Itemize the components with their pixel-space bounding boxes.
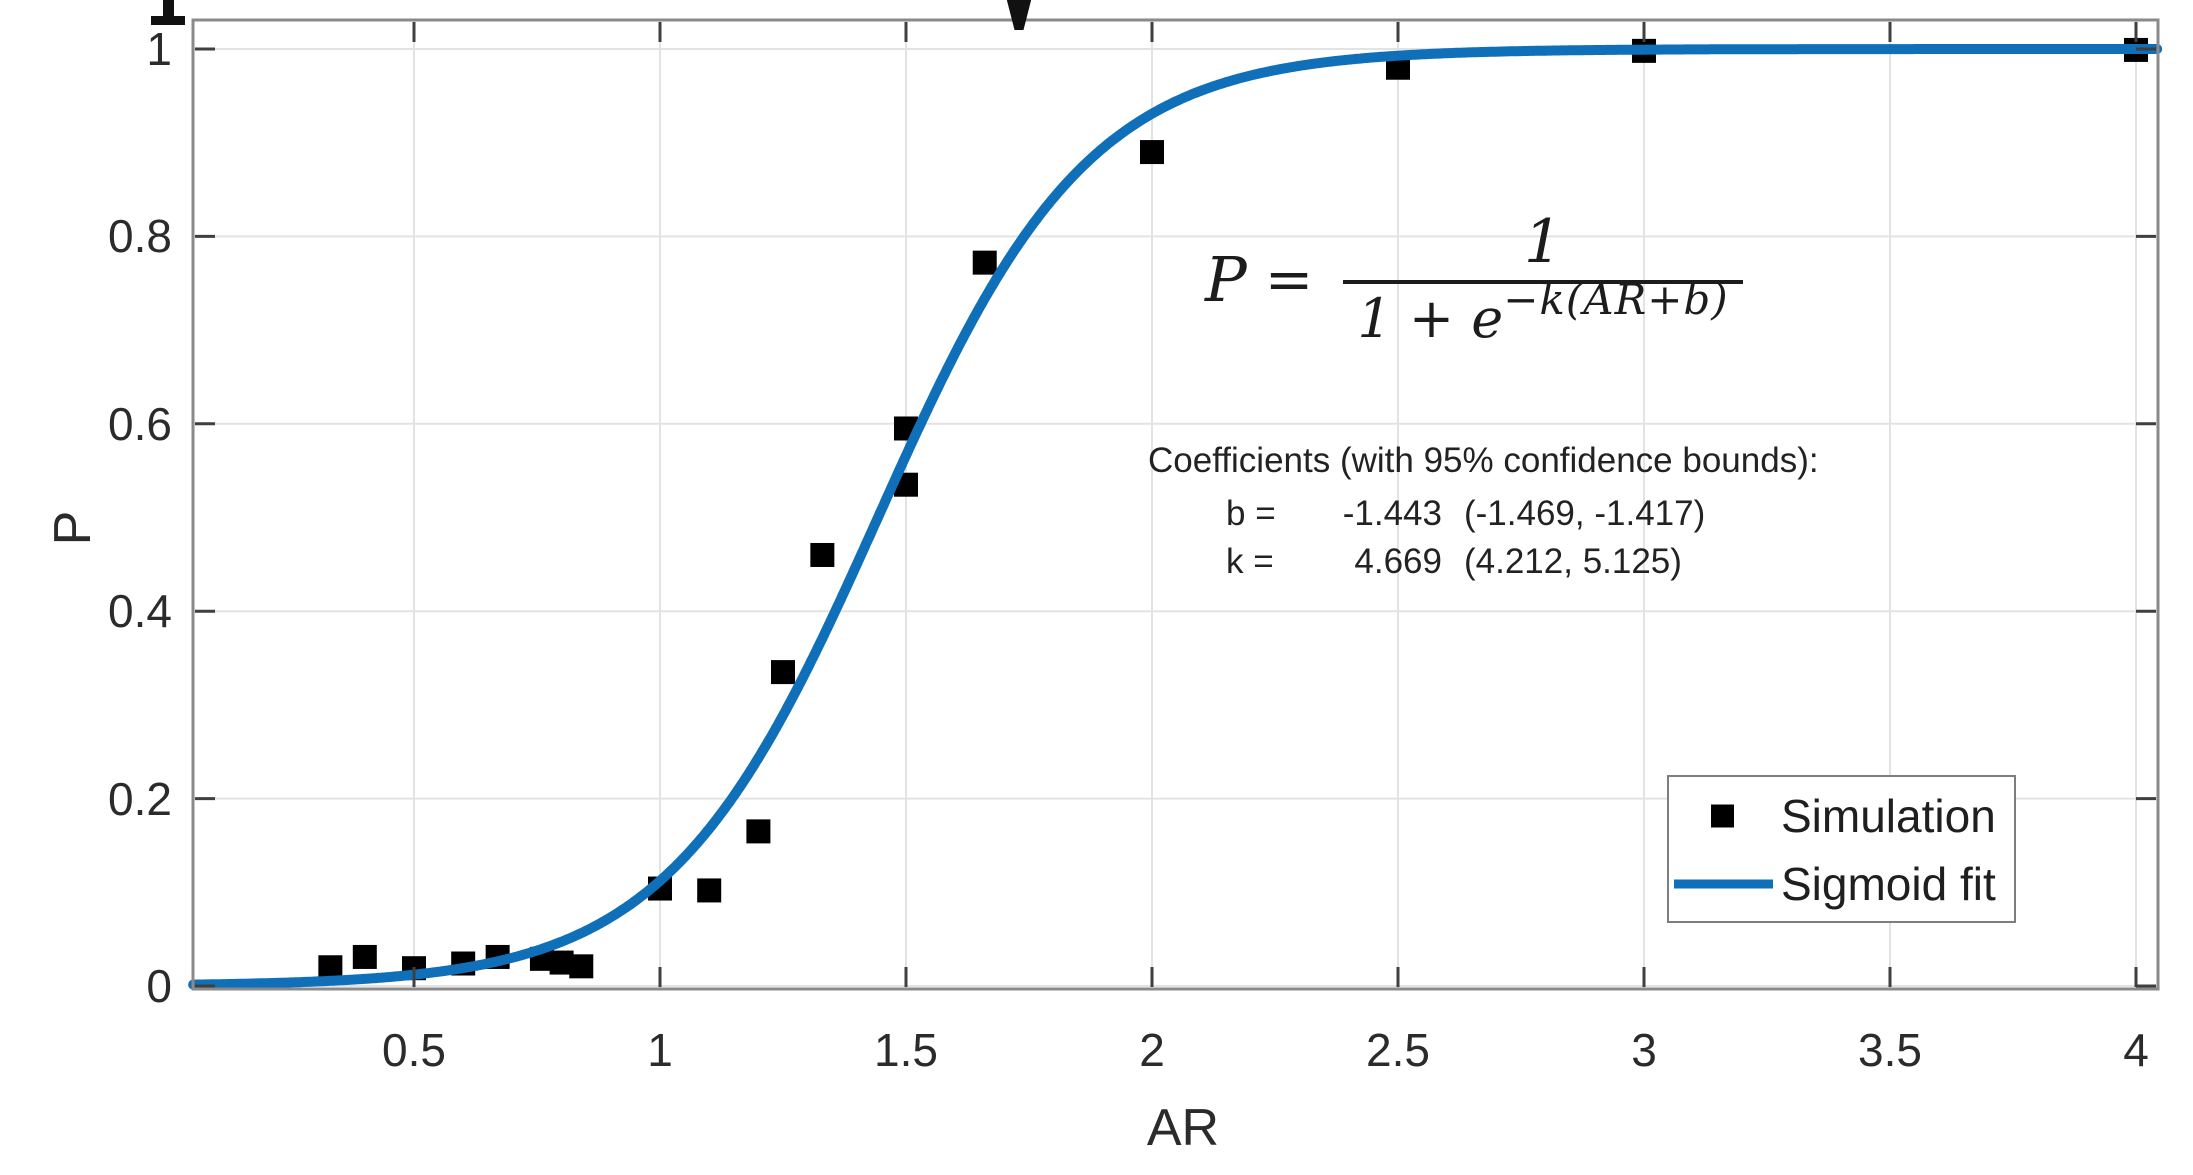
legend-label-sigmoid-fit: Sigmoid fit xyxy=(1781,858,1996,910)
y-axis-label: P xyxy=(44,510,102,546)
legend-label-simulation: Simulation xyxy=(1781,790,1996,842)
simulation-data-point xyxy=(1140,140,1164,165)
simulation-data-point xyxy=(972,250,997,275)
simulation-data-point xyxy=(810,542,835,567)
sigmoid-fit-curve xyxy=(188,44,2163,990)
y-tick-label: 0.4 xyxy=(108,585,172,638)
cropped-text-artifact-base xyxy=(151,16,185,25)
simulation-data-point xyxy=(318,955,343,980)
x-tick-label: 0.5 xyxy=(382,1024,446,1076)
x-tick-label: 2 xyxy=(1139,1024,1165,1076)
simulation-data-point xyxy=(697,878,722,903)
y-tick-label: 1 xyxy=(146,23,172,75)
y-tick-label: 0.6 xyxy=(108,397,172,450)
cropped-text-artifact-stem xyxy=(163,0,174,20)
x-tick-label: 1.5 xyxy=(874,1024,938,1076)
equation-fraction-bar xyxy=(1343,280,1743,284)
x-tick-label: 1 xyxy=(647,1024,673,1076)
coefficient-k-bounds: (4.212, 5.125) xyxy=(1464,542,1682,581)
x-tick-label: 3.5 xyxy=(1858,1024,1922,1076)
coefficients-header: Coefficients (with 95% confidence bounds… xyxy=(1148,441,1819,480)
equation-lhs: P xyxy=(1205,242,1247,316)
coefficient-k-name: k = xyxy=(1226,542,1274,581)
coefficient-b-value: -1.443 xyxy=(1342,494,1442,533)
coefficient-row-b: b = -1.443 (-1.469, -1.417) xyxy=(1226,494,1819,534)
y-tick-label: 0.2 xyxy=(108,772,172,825)
x-tick-label: 4 xyxy=(2123,1024,2149,1076)
equation-denominator-base: 1 + e xyxy=(1357,287,1504,350)
simulation-data-point xyxy=(352,944,377,969)
fit-equation: P = 1 1 + e−k(AR+b) xyxy=(1205,212,1743,346)
coefficients-block: Coefficients (with 95% confidence bounds… xyxy=(1148,441,1819,582)
coefficient-b-bounds: (-1.469, -1.417) xyxy=(1464,494,1706,533)
equation-exponent: −k(AR+b) xyxy=(1503,274,1729,324)
y-tick-label: 0 xyxy=(146,960,172,1012)
legend: Simulation Sigmoid fit xyxy=(1667,775,2016,923)
legend-swatch-area xyxy=(1669,847,1781,921)
equation-numerator: 1 xyxy=(1523,207,1563,277)
x-axis-label: AR xyxy=(1146,1099,1220,1157)
simulation-data-point xyxy=(771,660,795,685)
simulation-data-point xyxy=(569,954,594,979)
legend-swatch-area xyxy=(1669,779,1781,853)
simulation-data-point xyxy=(746,819,771,844)
simulation-square-marker-icon xyxy=(1711,804,1734,828)
legend-item-simulation: Simulation xyxy=(1669,779,2014,853)
legend-item-sigmoid-fit: Sigmoid fit xyxy=(1669,847,2014,921)
coefficient-k-value: 4.669 xyxy=(1354,542,1442,581)
coefficient-row-k: k = 4.669 (4.212, 5.125) xyxy=(1226,542,1819,582)
x-tick-label: 2.5 xyxy=(1366,1024,1430,1076)
equation-equals: = xyxy=(1264,245,1314,313)
axes-box xyxy=(191,18,2160,991)
x-tick-label: 3 xyxy=(1631,1024,1657,1076)
coefficient-b-name: b = xyxy=(1226,494,1276,533)
equation-denominator: 1 + e−k(AR+b) xyxy=(1343,278,1742,346)
equation-fraction: 1 1 + e−k(AR+b) xyxy=(1343,207,1743,346)
sigmoid-line-swatch-icon xyxy=(1674,879,1773,889)
y-tick-label: 0.8 xyxy=(108,210,172,263)
